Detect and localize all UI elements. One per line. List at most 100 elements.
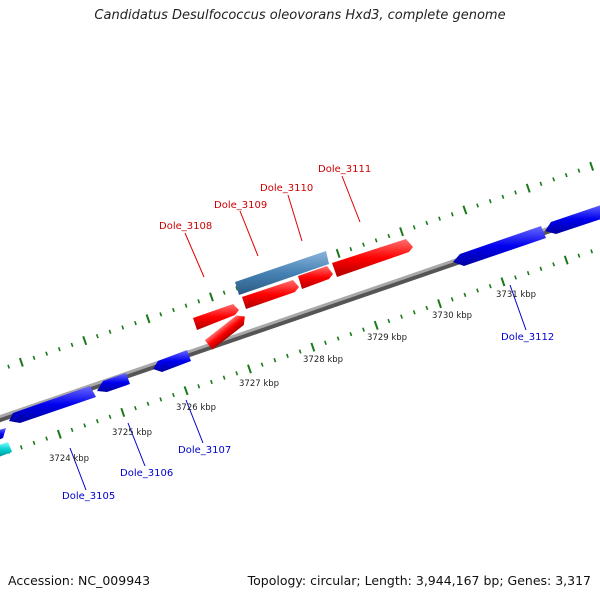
minor-tick bbox=[184, 303, 188, 308]
minor-tick bbox=[197, 384, 201, 389]
gene-label-dole-3108[interactable]: Dole_3108 bbox=[159, 221, 212, 232]
scale-label-3725: 3725 kbp bbox=[112, 428, 152, 438]
minor-tick bbox=[235, 371, 239, 376]
minor-tick bbox=[95, 419, 99, 424]
minor-tick bbox=[349, 246, 353, 252]
minor-tick bbox=[197, 299, 201, 304]
minor-tick bbox=[159, 397, 163, 402]
minor-tick bbox=[336, 336, 340, 341]
gene-dole-3109[interactable] bbox=[242, 280, 299, 309]
gene-dole-3108[interactable] bbox=[204, 312, 249, 350]
gene-reverse-next[interactable] bbox=[545, 204, 600, 234]
gene-reverse-prev[interactable] bbox=[0, 428, 6, 441]
minor-tick bbox=[286, 353, 289, 359]
gene-label-dole-3106[interactable]: Dole_3106 bbox=[120, 468, 173, 479]
gene-label-dole-3105[interactable]: Dole_3105 bbox=[62, 491, 115, 502]
minor-tick bbox=[450, 297, 454, 302]
gene-other[interactable] bbox=[0, 442, 12, 458]
accession-label: Accession: NC_009943 bbox=[8, 573, 151, 588]
gene-dole-3107[interactable] bbox=[153, 350, 191, 372]
genome-summary: Topology: circular; Length: 3,944,167 bp… bbox=[247, 573, 591, 588]
major-tick bbox=[525, 183, 531, 193]
gene-dole-3108[interactable] bbox=[193, 304, 239, 330]
minor-tick bbox=[83, 423, 87, 428]
map-title: Candidatus Desulfococcus oleovorans Hxd3… bbox=[94, 8, 506, 23]
major-tick bbox=[399, 227, 404, 237]
minor-tick bbox=[324, 340, 327, 345]
gene-label-dole-3107[interactable]: Dole_3107 bbox=[178, 445, 231, 456]
minor-tick bbox=[552, 177, 556, 182]
major-tick bbox=[56, 429, 62, 439]
minor-tick bbox=[476, 203, 479, 208]
minor-tick bbox=[577, 253, 581, 258]
forward-label-leaders bbox=[184, 175, 361, 278]
gene-label-dole-3112[interactable]: Dole_3112 bbox=[501, 332, 554, 343]
scale-label-3724: 3724 kbp bbox=[49, 454, 89, 464]
minor-tick bbox=[590, 249, 594, 254]
minor-tick bbox=[108, 329, 112, 334]
minor-tick bbox=[450, 212, 454, 217]
minor-tick bbox=[45, 351, 49, 356]
minor-tick bbox=[488, 199, 492, 204]
scale-label-3727: 3727 kbp bbox=[239, 379, 279, 389]
minor-tick bbox=[70, 342, 74, 348]
minor-tick bbox=[159, 312, 163, 317]
gene-dole-3110[interactable] bbox=[298, 266, 333, 289]
major-tick bbox=[18, 357, 24, 367]
major-tick bbox=[310, 342, 316, 352]
major-tick bbox=[247, 364, 252, 374]
minor-tick bbox=[577, 168, 581, 173]
forward-gene-labels: Dole_3108 Dole_3109 Dole_3110 Dole_3111 bbox=[159, 164, 371, 232]
gene-dole-3106[interactable] bbox=[97, 373, 130, 392]
minor-tick bbox=[552, 262, 556, 267]
minor-tick bbox=[172, 392, 175, 398]
minor-tick bbox=[564, 172, 568, 178]
scale-label-3731: 3731 kbp bbox=[496, 290, 536, 300]
minor-tick bbox=[235, 286, 239, 291]
minor-tick bbox=[70, 427, 74, 433]
minor-tick bbox=[412, 225, 416, 230]
minor-tick bbox=[32, 355, 36, 361]
minor-tick bbox=[539, 181, 543, 186]
minor-tick bbox=[438, 216, 441, 221]
minor-tick bbox=[362, 327, 365, 332]
minor-tick bbox=[222, 375, 226, 380]
gene-label-dole-3110[interactable]: Dole_3110 bbox=[260, 183, 313, 194]
minor-tick bbox=[7, 364, 11, 369]
major-tick bbox=[82, 335, 88, 346]
major-tick bbox=[145, 314, 151, 324]
minor-tick bbox=[210, 379, 213, 385]
gene-dole-3105[interactable] bbox=[9, 386, 96, 423]
major-tick bbox=[437, 299, 442, 309]
major-tick bbox=[209, 292, 214, 302]
gene-dole-3112[interactable] bbox=[453, 226, 546, 266]
minor-tick bbox=[374, 238, 378, 243]
minor-tick bbox=[45, 436, 49, 441]
gene-label-dole-3109[interactable]: Dole_3109 bbox=[214, 200, 267, 211]
gene-highlighted[interactable] bbox=[235, 251, 329, 295]
minor-tick bbox=[222, 290, 226, 295]
minor-tick bbox=[260, 362, 264, 367]
minor-tick bbox=[488, 284, 492, 289]
minor-tick bbox=[134, 405, 137, 411]
scale-labels: 3724 kbp 3725 kbp 3726 kbp 3727 kbp 3728… bbox=[49, 290, 536, 464]
minor-tick bbox=[121, 325, 125, 330]
lower-tick-row bbox=[7, 249, 594, 454]
scale-label-3730: 3730 kbp bbox=[432, 311, 472, 321]
forward-strand-genes bbox=[204, 312, 249, 350]
gene-label-dole-3111[interactable]: Dole_3111 bbox=[318, 164, 371, 175]
major-tick bbox=[563, 255, 569, 265]
major-tick bbox=[462, 205, 468, 215]
minor-tick bbox=[349, 331, 353, 337]
minor-tick bbox=[134, 320, 137, 326]
minor-tick bbox=[273, 358, 277, 363]
minor-tick bbox=[501, 194, 505, 199]
minor-tick bbox=[19, 445, 23, 450]
minor-tick bbox=[146, 401, 150, 406]
minor-tick bbox=[463, 292, 467, 298]
minor-tick bbox=[32, 440, 36, 446]
major-tick bbox=[120, 407, 126, 418]
gene-dole-3111[interactable] bbox=[332, 239, 413, 277]
minor-tick bbox=[387, 318, 391, 324]
